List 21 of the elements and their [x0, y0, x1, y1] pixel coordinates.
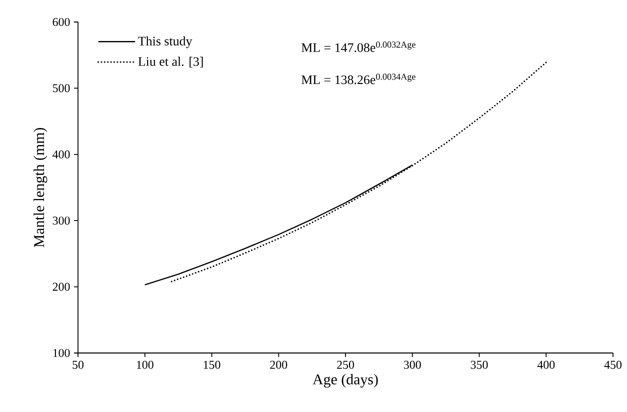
x-tick-label: 400 [537, 360, 555, 369]
y-tick-label: 200 [52, 282, 70, 291]
x-tick-label: 300 [404, 360, 421, 369]
legend-label: Liu et al. [3] [138, 56, 203, 68]
y-tick-label: 100 [53, 348, 70, 358]
y-tick-label: 400 [52, 150, 70, 158]
annotation: ML = 147.08e$^{0.0032Age}$ [302, 42, 416, 52]
x-axis-title: Age (days) [312, 374, 378, 388]
y-tick-label: 600 [52, 18, 70, 26]
y-tick-label: 300 [52, 216, 70, 225]
x-tick-label: 250 [337, 360, 354, 369]
x-tick-label: 350 [470, 360, 488, 369]
x-tick-label: 50 [72, 360, 84, 369]
legend-label: This study [138, 36, 192, 48]
x-tick-label: 450 [604, 360, 622, 369]
x-tick-label: 100 [136, 360, 154, 369]
x-tick-label: 200 [270, 360, 288, 369]
x-tick-label: 150 [204, 360, 220, 369]
annotation: ML = 138.26e$^{0.0034Age}$ [302, 74, 416, 84]
y-tick-label: 500 [52, 84, 70, 92]
y-axis-title: Mantle length (mm) [34, 128, 48, 248]
